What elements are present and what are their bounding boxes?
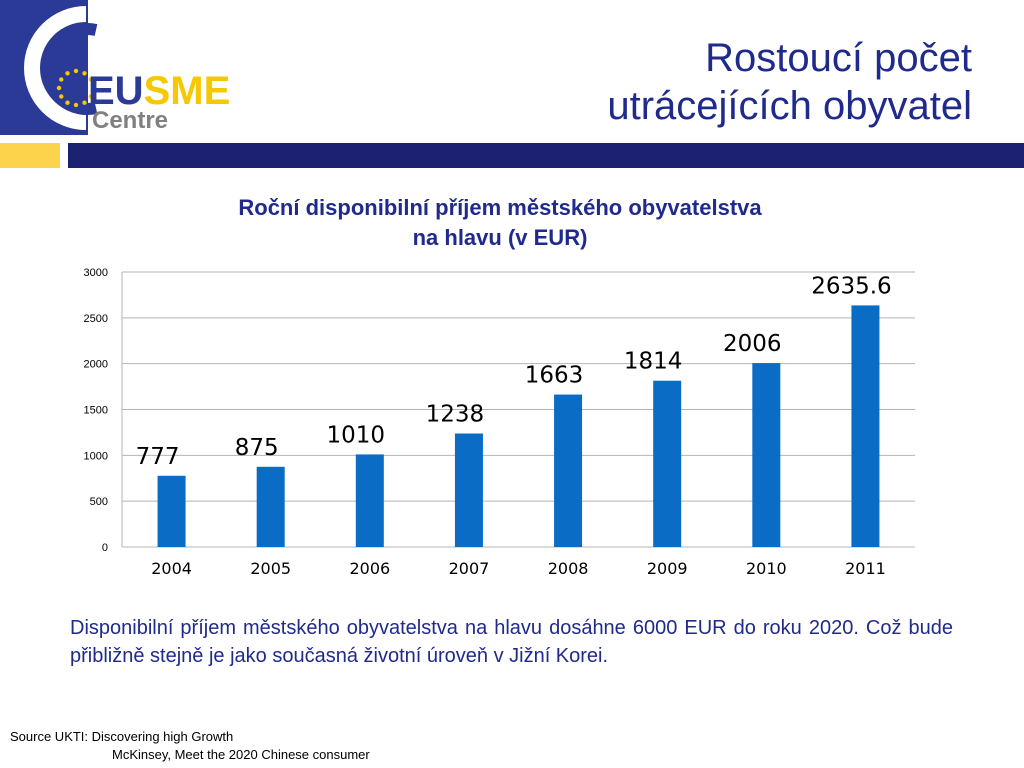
source-line: McKinsey, Meet the 2020 Chinese consumer [112,747,370,762]
data-label: 1663 [525,363,584,389]
eu-star [73,102,79,108]
y-tick-label: 3000 [84,267,108,279]
x-tick-label: 2009 [647,559,688,578]
data-label: 2006 [723,331,782,357]
eu-star [65,71,70,76]
chart-title-line: na hlavu (v EUR) [412,225,588,250]
header-band-yellow [0,143,60,168]
bar [157,475,186,547]
bar [653,380,682,547]
y-tick-label: 2000 [84,359,108,371]
eusme-logo: EUSME Centre [0,0,230,135]
bar [752,363,781,547]
data-label: 2635.6 [811,273,891,299]
y-tick-label: 1500 [84,405,108,417]
data-label: 777 [136,444,180,470]
eu-star [90,85,96,91]
bar [355,454,384,547]
description-text: Disponibilní příjem městského obyvatelst… [70,617,953,667]
slide-title-line: utrácejících obyvatel [607,84,972,128]
eu-stars-icon [56,68,96,108]
eu-star [59,94,64,99]
data-label: 1814 [624,349,683,375]
logo-eusme-text: EUSME [88,69,230,113]
logo-outer-arc [24,6,87,130]
bar [256,466,285,547]
data-label: 1238 [426,402,485,428]
chart-title-line: Roční disponibilní příjem městského obyv… [238,195,762,220]
source-line: Source UKTI: Discovering high Growth [10,729,234,744]
eu-star [73,68,79,74]
bar [554,394,583,547]
eu-star [82,100,87,105]
x-tick-label: 2008 [548,559,589,578]
x-tick-label: 2011 [845,559,886,578]
bar [454,433,483,547]
y-tick-label: 1000 [84,450,108,462]
eu-star [88,77,93,82]
data-label: 875 [235,435,279,461]
x-tick-label: 2007 [449,559,490,578]
x-tick-label: 2010 [746,559,787,578]
y-tick-label: 2500 [84,313,108,325]
bar [851,305,880,547]
logo-centre-text: Centre [92,107,168,134]
source-note: Source UKTI: Discovering high Growth McK… [10,728,370,764]
logo-sme-part: SME [144,69,231,113]
eu-star [82,71,87,76]
x-tick-label: 2005 [250,559,291,578]
slide-title: Rostoucí počet utrácejících obyvatel [452,34,972,130]
logo-inner-arc [41,23,98,115]
eu-star [88,94,93,99]
chart-title: Roční disponibilní příjem městského obyv… [100,193,900,253]
eu-star [56,85,62,91]
slide-title-line: Rostoucí počet [705,36,972,80]
y-tick-label: 0 [102,542,108,554]
income-bar-chart: 0 500 1000 1500 2000 2500 3000 777 2004 875 2005 10… [84,267,915,578]
logo-eu-part: EU [88,69,144,113]
x-tick-label: 2004 [151,559,192,578]
y-tick-label: 500 [90,496,108,508]
x-tick-label: 2006 [349,559,390,578]
eu-star [59,77,64,82]
eu-star [65,100,70,105]
data-label: 1010 [327,422,386,448]
header-band-navy [68,143,1024,168]
